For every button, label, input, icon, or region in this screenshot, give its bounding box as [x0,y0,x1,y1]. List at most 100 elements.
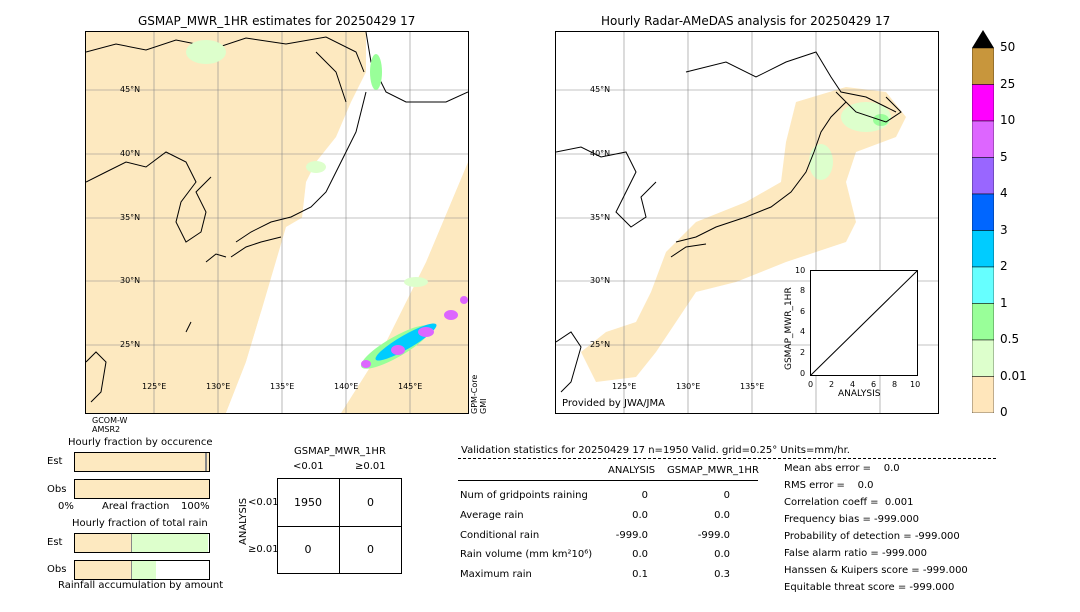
right-lat-label-35: 35°N [590,213,611,222]
occurrence-est-bar [74,452,210,472]
colorbar-segment [972,193,994,231]
inset-ylabel: GSMAP_MWR_1HR [784,287,794,370]
colorbar-segment [972,120,994,158]
score-correlation: Correlation coeff = 0.001 [784,497,914,508]
right-lat-label-25: 25°N [590,340,611,349]
total-rain-footer: Rainfall accumulation by amount [58,580,224,591]
inset-ytick-6: 6 [800,307,806,316]
validation-row-label: Num of gridpoints raining [460,490,588,501]
contingency-row-label-1: ≥0.01 [248,544,279,555]
right-lon-label-135: 135°E [740,382,765,391]
occurrence-est-label: Est [47,456,63,467]
colorbar-segment [972,157,994,195]
left-lat-label-25: 25°N [120,340,141,349]
colorbar-segment [972,339,994,377]
right-lon-label-125: 125°E [612,382,637,391]
colorbar-tick-label: 5 [1000,149,1008,164]
right-lat-label-40: 40°N [590,149,611,158]
colorbar-tick-label: 10 [1000,113,1016,127]
left-lon-label-125: 125°E [142,382,167,391]
validation-row-analysis: 0 [641,490,648,501]
colorbar-segment [972,84,994,122]
validation-row-gsmap: -999.0 [697,530,730,541]
right-lat-label-30: 30°N [590,276,611,285]
inset-xtick-6: 6 [871,380,877,389]
left-lon-label-135: 135°E [270,382,295,391]
inset-xtick-10: 10 [910,380,921,389]
inset-diagonal [811,271,917,375]
total-rain-est-label: Est [47,537,63,548]
validation-col-rule [458,480,758,481]
left-map: 45°N 40°N 35°N 30°N 25°N 125°E 130°E 135… [85,31,469,414]
validation-row-label: Conditional rain [460,530,540,541]
left-lat-label-35: 35°N [120,213,141,222]
colorbar-segment [972,376,994,413]
validation-row-analysis: 0.1 [632,569,648,580]
colorbar-tick-label: 0.5 [1000,332,1020,346]
left-lon-label-140: 140°E [334,382,359,391]
inset-ytick-10: 10 [795,266,806,275]
contingency-cell-11: 0 [367,543,374,556]
inset-xtick-2: 2 [829,380,835,389]
left-lat-label-30: 30°N [120,276,141,285]
colorbar-svg [972,30,994,413]
right-map: 45°N 40°N 35°N 30°N 25°N 125°E 130°E 135… [555,31,939,414]
contingency-cell-00: 1950 [294,496,322,509]
inset-ytick-4: 4 [800,327,806,336]
inset-ytick-8: 8 [800,286,806,295]
validation-row-analysis: 0.0 [632,549,648,560]
validation-header: Validation statistics for 20250429 17 n=… [461,445,850,456]
total-rain-obs-bar [74,560,210,580]
contingency-row-label-0: <0.01 [248,497,279,508]
score-rms-error: RMS error = 0.0 [784,480,874,491]
contingency-cell-10: 0 [304,543,312,556]
contingency-grid [277,478,402,574]
occurrence-axis-left: 0% [58,501,74,512]
colorbar-tick-label: 0.01 [1000,368,1027,383]
contingency-col-label-0: <0.01 [293,461,324,472]
left-map-title: GSMAP_MWR_1HR estimates for 20250429 17 [138,14,416,28]
contingency-cell-01: 0 [367,496,374,509]
validation-row-label: Average rain [460,510,524,521]
validation-header-rule [458,458,996,459]
validation-row-gsmap: 0.3 [714,569,730,580]
right-satellite-label: GPM-Core GMI [470,374,488,414]
colorbar-tick-label: 2 [1000,259,1008,273]
score-hk: Hanssen & Kuipers score = -999.000 [784,565,968,576]
validation-row-label: Rain volume (mm km²10⁶) [460,549,593,560]
right-lon-label-130: 130°E [676,382,701,391]
colorbar-segment [972,303,994,341]
validation-col-analysis: ANALYSIS [608,465,656,476]
inset-xtick-4: 4 [850,380,856,389]
colorbar-segment [972,47,994,85]
inset-xtick-0: 0 [808,380,814,389]
colorbar-tick-label: 1 [1000,295,1008,310]
right-lat-label-45: 45°N [590,85,611,94]
colorbar-tick-label: 0 [1000,405,1008,419]
total-rain-est-bar [74,533,210,553]
score-frequency-bias: Frequency bias = -999.000 [784,514,919,525]
occurrence-title: Hourly fraction by occurence [68,437,213,448]
contingency-col-label-1: ≥0.01 [355,461,386,472]
left-lon-label-145: 145°E [398,382,423,391]
validation-col-gsmap: GSMAP_MWR_1HR [667,465,759,476]
data-credit: Provided by JWA/JMA [562,398,665,409]
colorbar-tick-label: 3 [1000,222,1008,237]
score-pod: Probability of detection = -999.000 [784,531,960,542]
validation-row-gsmap: 0 [723,490,730,501]
validation-row-gsmap: 0.0 [714,510,730,521]
left-lat-label-45: 45°N [120,85,141,94]
total-rain-obs-label: Obs [47,564,67,575]
colorbar-tick-label: 4 [1000,186,1008,200]
colorbar-segment [972,230,994,268]
left-satellite-label: GCOM-W AMSR2 [92,416,128,434]
inset-ytick-2: 2 [800,348,806,357]
colorbar-extend-triangle [972,30,994,48]
left-map-canvas [86,32,468,413]
occurrence-axis-mid: Areal fraction [102,501,170,512]
colorbar-tick-label: 25 [1000,76,1016,91]
left-lat-label-40: 40°N [120,149,141,158]
occurrence-axis-right: 100% [181,501,210,512]
occurrence-obs-label: Obs [47,484,67,495]
occurrence-obs-bar [74,479,210,499]
